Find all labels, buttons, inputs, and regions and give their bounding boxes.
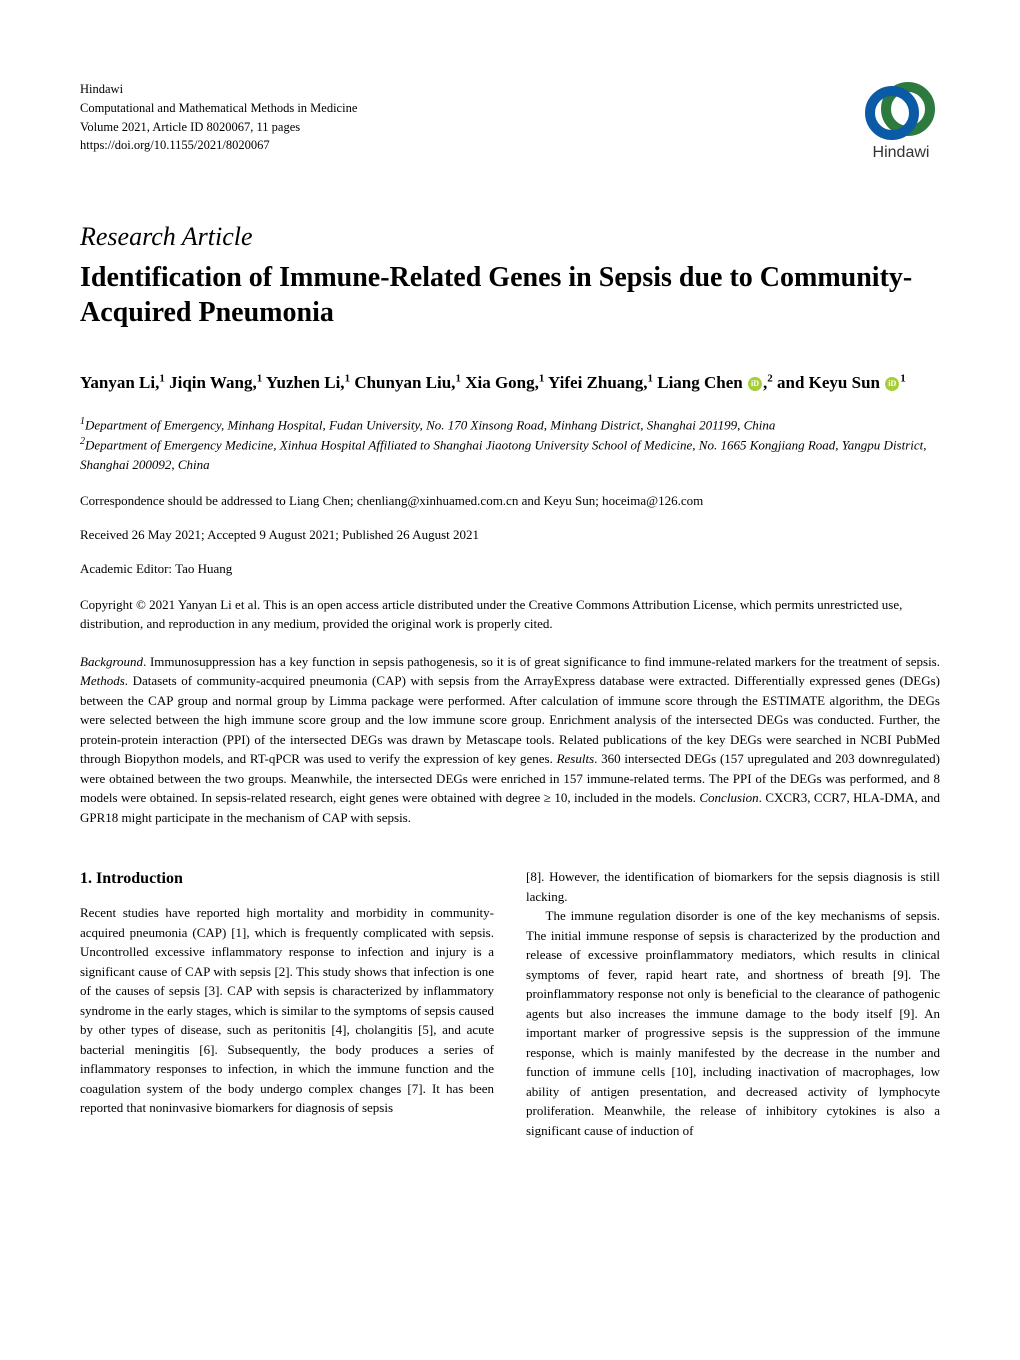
column-left: 1. Introduction Recent studies have repo…	[80, 867, 494, 1140]
correspondence: Correspondence should be addressed to Li…	[80, 493, 940, 509]
orcid-icon	[748, 377, 762, 391]
abstract: Background. Immunosuppression has a key …	[80, 652, 940, 828]
intro-heading: 1. Introduction	[80, 867, 494, 891]
abstract-methods-label: Methods	[80, 673, 125, 688]
article-title: Identification of Immune-Related Genes i…	[80, 260, 940, 330]
intro-paragraph-2: [8]. However, the identification of biom…	[526, 867, 940, 906]
doi-line: https://doi.org/10.1155/2021/8020067	[80, 136, 357, 155]
publisher-name: Hindawi	[80, 80, 357, 99]
affiliations: 1Department of Emergency, Minhang Hospit…	[80, 414, 940, 475]
authors-list: Yanyan Li,1 Jiqin Wang,1 Yuzhen Li,1 Chu…	[80, 370, 940, 396]
copyright-notice: Copyright © 2021 Yanyan Li et al. This i…	[80, 595, 940, 634]
abstract-results-label: Results	[557, 751, 595, 766]
body-columns: 1. Introduction Recent studies have repo…	[80, 867, 940, 1140]
publication-dates: Received 26 May 2021; Accepted 9 August …	[80, 527, 940, 543]
academic-editor: Academic Editor: Tao Huang	[80, 561, 940, 577]
intro-paragraph-1: Recent studies have reported high mortal…	[80, 903, 494, 1118]
affiliation-2: 2Department of Emergency Medicine, Xinhu…	[80, 434, 940, 474]
abstract-background: . Immunosuppression has a key function i…	[143, 654, 940, 669]
logo-text: Hindawi	[873, 144, 930, 162]
affiliation-1: 1Department of Emergency, Minhang Hospit…	[80, 414, 940, 435]
journal-name: Computational and Mathematical Methods i…	[80, 99, 357, 118]
intro-paragraph-3: The immune regulation disorder is one of…	[526, 906, 940, 1140]
abstract-conclusion-label: Conclusion	[699, 790, 758, 805]
publisher-info: Hindawi Computational and Mathematical M…	[80, 80, 357, 155]
orcid-icon	[885, 377, 899, 391]
publisher-logo: Hindawi	[862, 80, 940, 162]
abstract-background-label: Background	[80, 654, 143, 669]
article-type: Research Article	[80, 222, 940, 252]
affiliation-1-text: Department of Emergency, Minhang Hospita…	[85, 417, 775, 432]
column-right: [8]. However, the identification of biom…	[526, 867, 940, 1140]
volume-line: Volume 2021, Article ID 8020067, 11 page…	[80, 118, 357, 137]
hindawi-logo-icon	[862, 80, 940, 142]
affiliation-2-text: Department of Emergency Medicine, Xinhua…	[80, 438, 927, 473]
header-row: Hindawi Computational and Mathematical M…	[80, 80, 940, 162]
